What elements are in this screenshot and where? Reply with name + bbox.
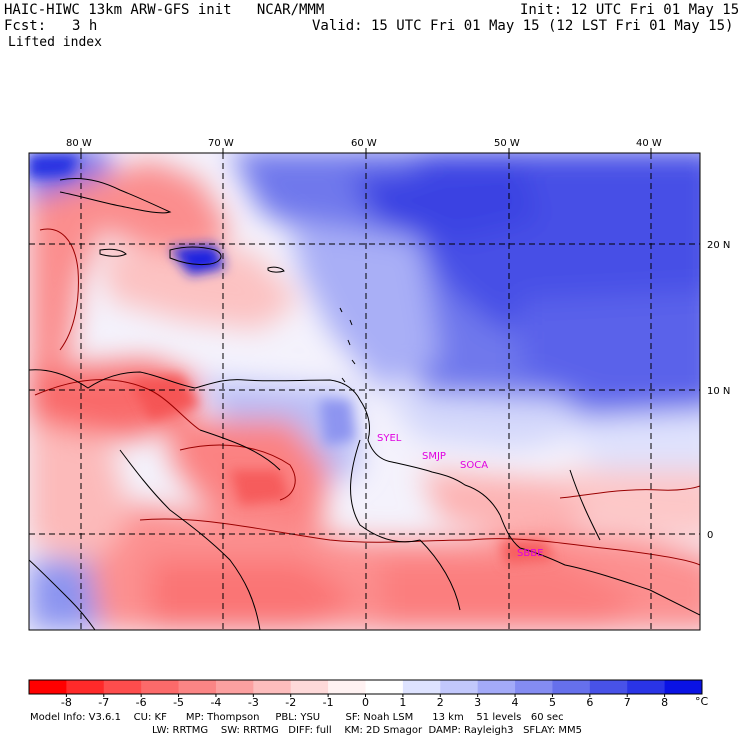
model-info-line1: Model Info: V3.6.1 CU: KF MP: Thompson P… [30, 712, 564, 723]
colorbar-swatch [290, 680, 329, 694]
colorbar-tick-label: 5 [549, 696, 556, 709]
colorbar-swatch [66, 680, 105, 694]
lon-label-80w: 80 W [66, 138, 92, 149]
valid-time: Valid: 15 UTC Fri 01 May 15 (12 LST Fri … [312, 18, 734, 34]
colorbar-swatch [440, 680, 479, 694]
init-time: Init: 12 UTC Fri 01 May 15 [520, 2, 740, 18]
colorbar: -8 -7 -6 -5 -4 -3 -2 -1 0 1 2 3 4 5 6 7 8 [28, 679, 703, 709]
colorbar-swatch [515, 680, 553, 694]
colorbar-tick-label: -5 [173, 696, 184, 709]
colorbar-tick-label: 4 [512, 696, 519, 709]
colorbar-tick-label: 0 [362, 696, 369, 709]
colorbar-swatch [589, 680, 628, 694]
forecast-label: Fcst: [4, 18, 47, 34]
colorbar-tick-label: -8 [61, 696, 72, 709]
colorbar-tick-label: -4 [210, 696, 221, 709]
lon-label-40w: 40 W [636, 138, 662, 149]
colorbar-swatch [141, 680, 180, 694]
lat-label-20n: 20 N [707, 240, 730, 251]
colorbar-swatch [477, 680, 516, 694]
colorbar-tick-label: 6 [586, 696, 593, 709]
top-ticks [80, 148, 652, 153]
colorbar-swatch [402, 680, 441, 694]
colorbar-unit: °C [695, 695, 709, 708]
forecast-hour: 3 h [72, 18, 98, 34]
lat-label-10n: 10 N [707, 386, 730, 397]
colorbar-swatch [664, 680, 703, 694]
station-sbbe: SBBE [517, 548, 543, 559]
station-soca: SOCA [460, 460, 488, 471]
model-info-line2: LW: RRTMG SW: RRTMG DIFF: full KM: 2D Sm… [152, 725, 582, 736]
colorbar-swatch [103, 680, 142, 694]
colorbar-swatch [253, 680, 292, 694]
colorbar-tick-label: 7 [624, 696, 631, 709]
coastlines [29, 177, 700, 630]
chart-title: HAIC-HIWC 13km ARW-GFS init NCAR/MMM [4, 2, 325, 18]
colorbar-tick-label: -3 [248, 696, 259, 709]
graticule [29, 153, 700, 630]
colorbar-swatch [215, 680, 254, 694]
colorbar-swatch [552, 680, 591, 694]
lon-label-70w: 70 W [208, 138, 234, 149]
contour-lines [34, 228, 700, 566]
colorbar-tick-label: 2 [437, 696, 444, 709]
field-name: Lifted index [8, 35, 102, 50]
colorbar-swatch [365, 680, 404, 694]
map-frame [28, 152, 701, 631]
lon-label-60w: 60 W [351, 138, 377, 149]
colorbar-tick-label: 1 [399, 696, 406, 709]
colorbar-tick-label: -2 [285, 696, 296, 709]
shaded-field [29, 153, 700, 630]
colorbar-swatch [178, 680, 217, 694]
colorbar-tick-label: -6 [136, 696, 147, 709]
lon-label-50w: 50 W [494, 138, 520, 149]
station-smjp: SMJP [422, 451, 446, 462]
colorbar-swatch [627, 680, 666, 694]
colorbar-tick-label: -1 [323, 696, 334, 709]
colorbar-swatch [29, 680, 67, 694]
colorbar-swatch [328, 680, 366, 694]
colorbar-tick-label: -7 [98, 696, 109, 709]
colorbar-tick-label: 3 [474, 696, 481, 709]
stations: SYEL SMJP SOCA SBBE [377, 433, 543, 559]
colorbar-tick-label: 8 [661, 696, 668, 709]
lat-label-0: 0 [707, 530, 713, 541]
station-syel: SYEL [377, 433, 402, 444]
